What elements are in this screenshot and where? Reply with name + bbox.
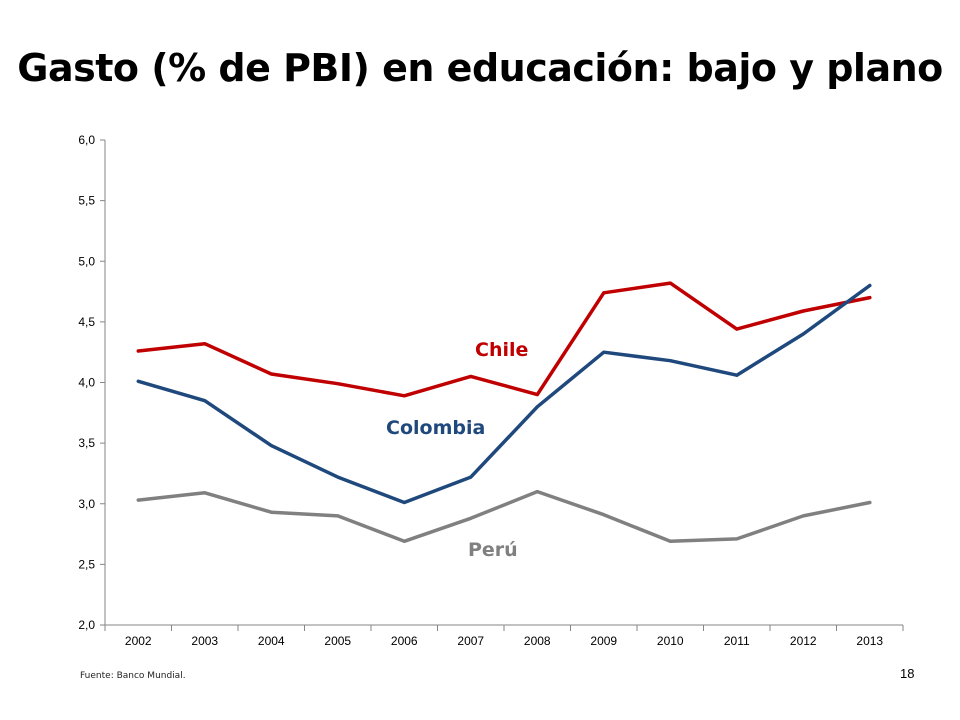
data-point-chile xyxy=(735,327,739,331)
series-label-chile: Chile xyxy=(475,339,528,361)
data-point-per xyxy=(269,510,273,514)
data-point-chile xyxy=(535,393,539,397)
data-point-colombia xyxy=(735,373,739,377)
x-tick-label: 2005 xyxy=(324,634,351,648)
x-tick-label: 2002 xyxy=(125,634,152,648)
x-tick-label: 2003 xyxy=(191,634,218,648)
x-tick-label: 2011 xyxy=(724,634,750,648)
data-point-chile xyxy=(269,372,273,376)
data-point-chile xyxy=(203,342,207,346)
data-point-colombia xyxy=(136,379,140,383)
data-point-colombia xyxy=(668,359,672,363)
data-point-colombia xyxy=(203,399,207,403)
data-point-per xyxy=(602,513,606,517)
y-tick-label: 3,0 xyxy=(78,497,95,511)
y-tick-label: 2,5 xyxy=(78,557,95,571)
data-point-per xyxy=(203,491,207,495)
series-line-per xyxy=(136,489,872,544)
data-point-colombia xyxy=(336,475,340,479)
data-point-chile xyxy=(801,309,805,313)
series-label-per: Perú xyxy=(468,539,518,561)
series-line-colombia xyxy=(136,283,872,505)
x-tick-label: 2006 xyxy=(391,634,418,648)
slide-title: Gasto (% de PBI) en educación: bajo y pl… xyxy=(17,46,943,90)
data-point-chile xyxy=(336,382,340,386)
y-tick-label: 3,5 xyxy=(78,436,95,450)
data-point-per xyxy=(535,490,539,494)
data-point-colombia xyxy=(868,284,872,287)
y-tick-label: 2,0 xyxy=(78,618,95,632)
series-line-chile xyxy=(136,281,872,398)
data-point-chile xyxy=(868,296,872,300)
data-point-chile xyxy=(668,281,672,285)
y-tick-label: 4,5 xyxy=(78,315,95,329)
x-tick-label: 2010 xyxy=(657,634,684,648)
x-tick-label: 2004 xyxy=(258,634,285,648)
data-point-per xyxy=(469,516,473,520)
data-point-colombia xyxy=(269,444,273,448)
data-point-per xyxy=(336,514,340,518)
y-tick-label: 4,0 xyxy=(78,376,95,390)
y-tick-label: 5,5 xyxy=(78,194,95,208)
data-point-colombia xyxy=(469,475,473,479)
x-tick-label: 2009 xyxy=(590,634,617,648)
y-tick-label: 6,0 xyxy=(78,133,95,147)
y-tick-label: 5,0 xyxy=(78,254,95,268)
x-tick-label: 2007 xyxy=(457,634,484,648)
x-tick-label: 2008 xyxy=(524,634,551,648)
data-point-per xyxy=(668,539,672,543)
data-point-chile xyxy=(602,291,606,295)
source-note: Fuente: Banco Mundial. xyxy=(80,671,186,681)
series-label-colombia: Colombia xyxy=(386,417,485,439)
x-tick-label: 2012 xyxy=(790,634,817,648)
data-point-colombia xyxy=(801,332,805,336)
data-point-chile xyxy=(402,394,406,398)
data-point-colombia xyxy=(535,405,539,409)
data-point-per xyxy=(801,514,805,518)
data-point-per xyxy=(868,501,872,505)
data-point-per xyxy=(735,537,739,541)
x-tick-label: 2013 xyxy=(856,634,883,648)
data-point-chile xyxy=(469,374,473,378)
data-point-per xyxy=(402,539,406,543)
data-point-per xyxy=(136,498,140,502)
data-point-colombia xyxy=(602,350,606,354)
page-number: 18 xyxy=(900,666,915,681)
data-point-colombia xyxy=(402,501,406,505)
data-point-chile xyxy=(136,349,140,353)
